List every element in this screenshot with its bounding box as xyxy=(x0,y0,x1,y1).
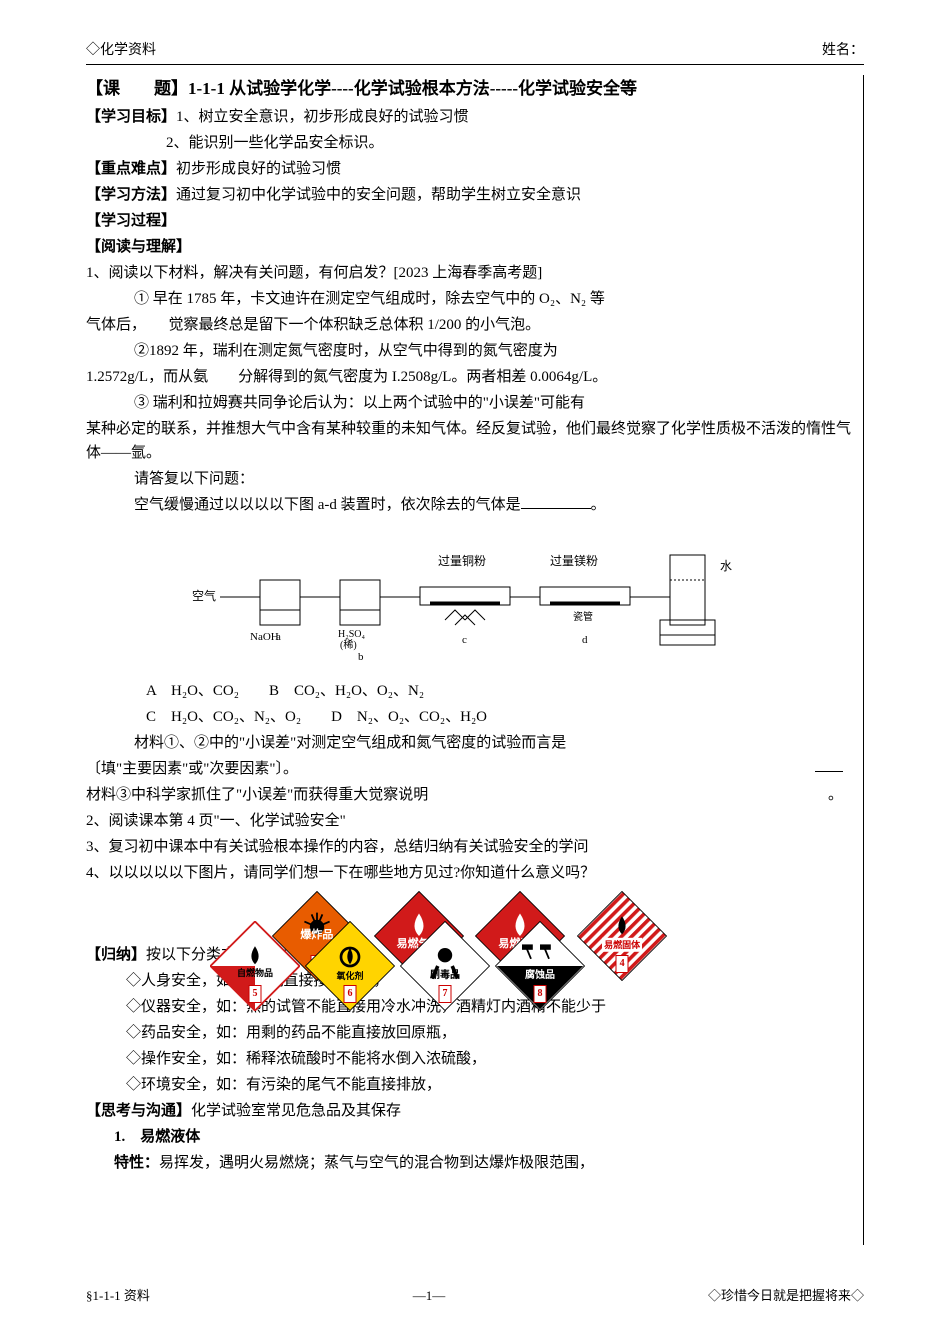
svg-text:b: b xyxy=(358,651,364,663)
think-label: 【思考与沟通】 xyxy=(86,1103,191,1119)
method-text: 通过复习初中化学试验中的安全问题，帮助学生树立安全意识 xyxy=(176,187,581,203)
page-header: ◇化学资料 姓名： xyxy=(86,40,864,65)
process-label: 【学习过程】 xyxy=(86,209,853,233)
item-1-feat-label: 特性： xyxy=(114,1155,159,1171)
key-row: 【重点难点】初步形成良好的试验习惯 xyxy=(86,157,853,181)
para-1b: 气体后， 觉察最终总是留下一个体积缺乏总体积 1/200 的小气泡。 xyxy=(86,313,853,337)
svg-text:H₂SO₄: H₂SO₄ xyxy=(338,629,365,640)
key-label: 【重点难点】 xyxy=(86,161,176,177)
blank-1 xyxy=(521,494,591,509)
para-1f: 某种必定的联系，并推想大气中含有某种较重的未知气体。经反复试验，他们最终觉察了化… xyxy=(86,417,853,465)
para-1g: 请答复以下问题： xyxy=(86,467,853,491)
item-1: 1. 易燃液体 xyxy=(86,1125,853,1149)
summary-5: ◇环境安全，如：有污染的尾气不能直接排放， xyxy=(86,1073,853,1097)
blank-2 xyxy=(815,757,843,772)
para-1e: ③ 瑞利和拉姆赛共同争论后认为：以上两个试验中的"小误差"可能有 xyxy=(86,391,853,415)
para-4: 4、以以以以以下图片，请同学们想一下在哪些地方见过?你知道什么意义吗？ xyxy=(86,861,853,885)
title-label: 【课 题】 xyxy=(86,79,188,98)
think-row: 【思考与沟通】化学试验室常见危急品及其保存 xyxy=(86,1099,853,1123)
para-1i: 材料①、②中的"小误差"对测定空气组成和氮气密度的试验而言是 xyxy=(86,731,853,755)
main-content: 【课 题】1-1-1 从试验学化学----化学试验根本方法-----化学试验安全… xyxy=(86,75,864,1245)
hazard-oxidizer: 氧化剂 6 xyxy=(305,921,395,1011)
footer-left: §1-1-1 资料 xyxy=(86,1286,150,1307)
svg-text:水: 水 xyxy=(720,559,732,573)
footer-right: ◇珍惜今日就是把握将来◇ xyxy=(708,1286,864,1307)
key-text: 初步形成良好的试验习惯 xyxy=(176,161,341,177)
think-text: 化学试验室常见危急品及其保存 xyxy=(191,1103,401,1119)
hazard-corrosive: 腐蚀品 8 xyxy=(495,921,585,1011)
hazard-spontaneous: 自燃物品 5 xyxy=(210,921,300,1011)
label-air: 空气 xyxy=(192,588,216,603)
item-1-title: 易燃液体 xyxy=(140,1129,200,1145)
hazard-toxic: 剧毒品 7 xyxy=(400,921,490,1011)
para-1: 1、阅读以下材料，解决有关问题，有何启发？[2023 上海春季高考题] xyxy=(86,261,853,285)
svg-text:过量铜粉: 过量铜粉 xyxy=(438,553,486,568)
summary-row: 【归纳】按以下分类方法归类： 自燃物品 5 氧化剂 6 剧毒品 7 腐蚀品 8 xyxy=(86,943,853,967)
svg-text:过量镁粉: 过量镁粉 xyxy=(550,554,598,568)
svg-text:(稀): (稀) xyxy=(340,638,357,651)
para-1h: 空气缓慢通过以以以以下图 a-d 装置时，依次除去的气体是 。 xyxy=(86,493,853,517)
option-AB: A H₂O、CO₂ B CO₂、H₂O、O₂、N₂ xyxy=(86,679,853,703)
summary-3: ◇药品安全，如：用剩的药品不能直接放回原瓶， xyxy=(86,1021,853,1045)
goal-1: 1、树立安全意识，初步形成良好的试验习惯 xyxy=(176,109,469,125)
para-1j: 〔填"主要因素"或"次要因素"〕。 xyxy=(86,757,853,781)
goals-row: 【学习目标】1、树立安全意识，初步形成良好的试验习惯 xyxy=(86,105,853,129)
method-row: 【学习方法】通过复习初中化学试验中的安全问题，帮助学生树立安全意识 xyxy=(86,183,853,207)
para-1k: 材料③中科学家抓住了"小误差"而获得重大觉察说明 。 xyxy=(86,783,853,807)
apparatus-svg: 空气 NaOH a H₂SO₄ (稀) b 过量铜粉 c 过量镁粉 xyxy=(190,525,750,675)
svg-text:c: c xyxy=(462,634,467,646)
summary-label: 【归纳】 xyxy=(86,947,146,963)
svg-text:瓷管: 瓷管 xyxy=(573,610,593,623)
para-1h-text: 空气缓慢通过以以以以下图 a-d 装置时，依次除去的气体是 xyxy=(134,497,521,513)
read-label: 【阅读与理解】 xyxy=(86,235,853,259)
para-1c: ②1892 年，瑞利在测定氮气密度时，从空气中得到的氮气密度为 xyxy=(86,339,853,363)
page-footer: §1-1-1 资料 ―1― ◇珍惜今日就是把握将来◇ xyxy=(86,1286,864,1307)
footer-center: ―1― xyxy=(413,1286,446,1307)
item-1-feature: 特性：易挥发，遇明火易燃烧；蒸气与空气的混合物到达爆炸极限范围， xyxy=(86,1151,853,1175)
goals-label: 【学习目标】 xyxy=(86,109,176,125)
para-3: 3、复习初中课本中有关试验根本操作的内容，总结归纳有关试验安全的学问 xyxy=(86,835,853,859)
hazard-flammable-solid: 易燃固体 4 xyxy=(577,891,667,981)
item-1-feat-text: 易挥发，遇明火易燃烧；蒸气与空气的混合物到达爆炸极限范围， xyxy=(159,1155,594,1171)
header-left: ◇化学资料 xyxy=(86,40,156,62)
header-right: 姓名： xyxy=(822,40,864,62)
svg-text:d: d xyxy=(582,634,588,646)
para-1a: ① 早在 1785 年，卡文迪许在测定空气组成时，除去空气中的 O₂、N₂ 等 xyxy=(86,287,853,311)
goal-2: 2、能识别一些化学品安全标识。 xyxy=(86,131,853,155)
svg-text:a: a xyxy=(276,631,281,643)
para-1d: 1.2572g/L，而从氨 分解得到的氮气密度为 I.2508g/L。两者相差 … xyxy=(86,365,853,389)
method-label: 【学习方法】 xyxy=(86,187,176,203)
item-1-num: 1. xyxy=(114,1129,140,1145)
option-CD: C H₂O、CO₂、N₂、O₂ D N₂、O₂、CO₂、H₂O xyxy=(86,705,853,729)
summary-4: ◇操作安全，如：稀释浓硫酸时不能将水倒入浓硫酸， xyxy=(86,1047,853,1071)
title-text: 1-1-1 从试验学化学----化学试验根本方法-----化学试验安全等 xyxy=(188,79,637,98)
apparatus-diagram: 空气 NaOH a H₂SO₄ (稀) b 过量铜粉 c 过量镁粉 xyxy=(190,525,750,675)
para-1h-end: 。 xyxy=(591,497,606,513)
svg-text:NaOH: NaOH xyxy=(250,631,279,643)
lesson-title: 【课 题】1-1-1 从试验学化学----化学试验根本方法-----化学试验安全… xyxy=(86,75,853,102)
para-2: 2、阅读课本第 4 页"一、化学试验安全" xyxy=(86,809,853,833)
